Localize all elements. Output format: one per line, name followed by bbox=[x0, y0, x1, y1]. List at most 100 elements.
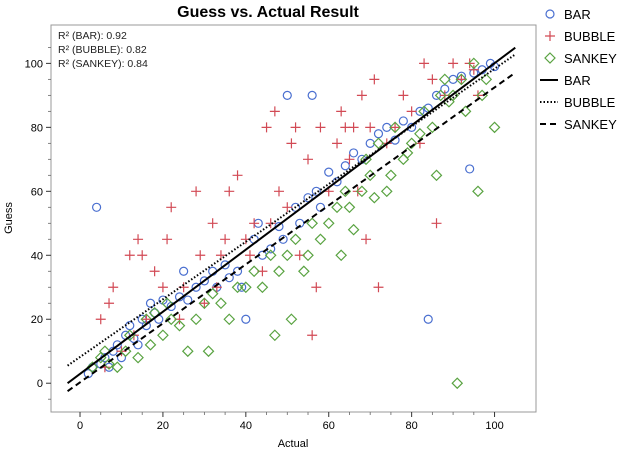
y-tick-label: 40 bbox=[31, 250, 43, 262]
y-tick-label: 20 bbox=[31, 314, 43, 326]
sankey-point bbox=[455, 73, 468, 86]
sankey-point bbox=[86, 361, 99, 374]
bubble-point bbox=[95, 314, 106, 325]
bar-point bbox=[191, 282, 201, 292]
bubble-point bbox=[369, 74, 380, 85]
bar-point bbox=[274, 221, 284, 232]
bubble-point bbox=[311, 282, 322, 293]
sankey-point bbox=[380, 185, 393, 198]
bubble-point bbox=[157, 282, 168, 293]
bar-point bbox=[465, 164, 475, 174]
bubble-point bbox=[133, 234, 144, 245]
sankey-point bbox=[331, 201, 343, 214]
bubble-point bbox=[365, 122, 376, 133]
bar-point bbox=[224, 273, 234, 283]
bubble-point bbox=[215, 250, 226, 261]
x-tick-label: 40 bbox=[240, 420, 252, 432]
bubble-point bbox=[361, 234, 372, 245]
bar-fit-line bbox=[66, 46, 516, 385]
bubble-point bbox=[141, 314, 152, 325]
legend-bubble-label: BUBBLE bbox=[564, 29, 616, 44]
bubble-point bbox=[344, 154, 355, 165]
sankey-point bbox=[119, 345, 132, 358]
sankey-point bbox=[206, 287, 219, 300]
sankey-point bbox=[405, 137, 418, 150]
bubble-point bbox=[149, 266, 160, 277]
x-tick-label: 0 bbox=[77, 420, 83, 432]
bubble-point bbox=[137, 250, 148, 261]
sankey-point bbox=[132, 351, 144, 364]
bubble-point bbox=[162, 234, 173, 245]
r-squared-stats: R² (BAR): 0.92 R² (BUBBLE): 0.82 R² (SANKE… bbox=[58, 30, 148, 70]
bubble-point bbox=[273, 186, 284, 197]
bubble-point bbox=[116, 346, 127, 357]
bubble-point bbox=[315, 122, 326, 133]
bar-point bbox=[324, 167, 334, 177]
sankey-point bbox=[239, 281, 252, 294]
sankey-point bbox=[314, 233, 327, 246]
bubble-point bbox=[166, 202, 177, 213]
y-axis-ticks: 0 20 40 60 80 100 bbox=[25, 46, 51, 400]
r-squared-text: R² (BUBBLE): 0.82 bbox=[58, 44, 147, 56]
sankey-point bbox=[144, 338, 157, 351]
sankey-fit-line bbox=[67, 71, 516, 393]
bar-point bbox=[220, 260, 230, 270]
bubble-point bbox=[191, 186, 202, 197]
legend-bar-marker bbox=[545, 9, 555, 19]
sankey-point bbox=[264, 249, 277, 262]
sankey-point bbox=[339, 185, 352, 198]
fit-lines bbox=[66, 46, 516, 393]
y-tick-label: 80 bbox=[31, 122, 43, 134]
sankey-point bbox=[488, 121, 501, 134]
sankey-point bbox=[190, 313, 202, 326]
y-axis-label: Guess bbox=[3, 202, 15, 234]
legend-bubble-marker bbox=[545, 31, 555, 41]
bubble-point bbox=[336, 106, 347, 117]
bubble-point bbox=[232, 170, 243, 181]
bubble-point bbox=[427, 74, 438, 85]
bubble-point bbox=[456, 74, 467, 85]
sankey-point bbox=[414, 127, 426, 140]
bar-point bbox=[303, 193, 313, 203]
bar-point bbox=[278, 234, 288, 244]
bar-point bbox=[145, 298, 156, 308]
bar-point bbox=[307, 90, 317, 100]
legend-sankey-marker bbox=[544, 52, 556, 64]
sankey-point bbox=[438, 73, 451, 86]
bubble-point bbox=[303, 154, 314, 165]
r-squared-text: R² (BAR): 0.92 bbox=[58, 30, 127, 42]
sankey-point bbox=[430, 169, 443, 182]
bubble-point bbox=[356, 90, 367, 101]
sankey-point bbox=[472, 185, 484, 198]
bubble-point bbox=[406, 106, 417, 117]
sankey-point bbox=[111, 361, 124, 374]
y-tick-label: 100 bbox=[25, 58, 43, 70]
bubble-point bbox=[224, 186, 235, 197]
sankey-point bbox=[202, 345, 215, 358]
bubble-point bbox=[124, 250, 135, 261]
sankey-point bbox=[335, 249, 348, 262]
bar-point bbox=[282, 90, 292, 100]
bar-point bbox=[112, 340, 122, 350]
x-tick-label: 80 bbox=[406, 420, 418, 432]
bubble-point bbox=[290, 122, 301, 133]
bar-point bbox=[237, 282, 247, 292]
bar-point bbox=[91, 202, 102, 212]
bubble-point bbox=[249, 218, 260, 229]
legend-sankey-line-label: SANKEY bbox=[564, 117, 617, 132]
sankey-point bbox=[447, 89, 459, 102]
bubble-point bbox=[220, 234, 231, 245]
bubble-point bbox=[390, 122, 401, 133]
y-tick-label: 0 bbox=[37, 378, 43, 390]
sankey-point bbox=[368, 191, 381, 204]
bar-point bbox=[311, 186, 321, 196]
bubble-point bbox=[199, 298, 210, 309]
y-tick-label: 60 bbox=[31, 186, 43, 198]
bubble-point bbox=[282, 202, 293, 213]
bar-point bbox=[349, 148, 359, 158]
bar-point bbox=[423, 314, 433, 324]
bubble-point bbox=[261, 122, 272, 133]
bubble-point bbox=[352, 186, 363, 197]
sankey-point bbox=[215, 297, 227, 310]
